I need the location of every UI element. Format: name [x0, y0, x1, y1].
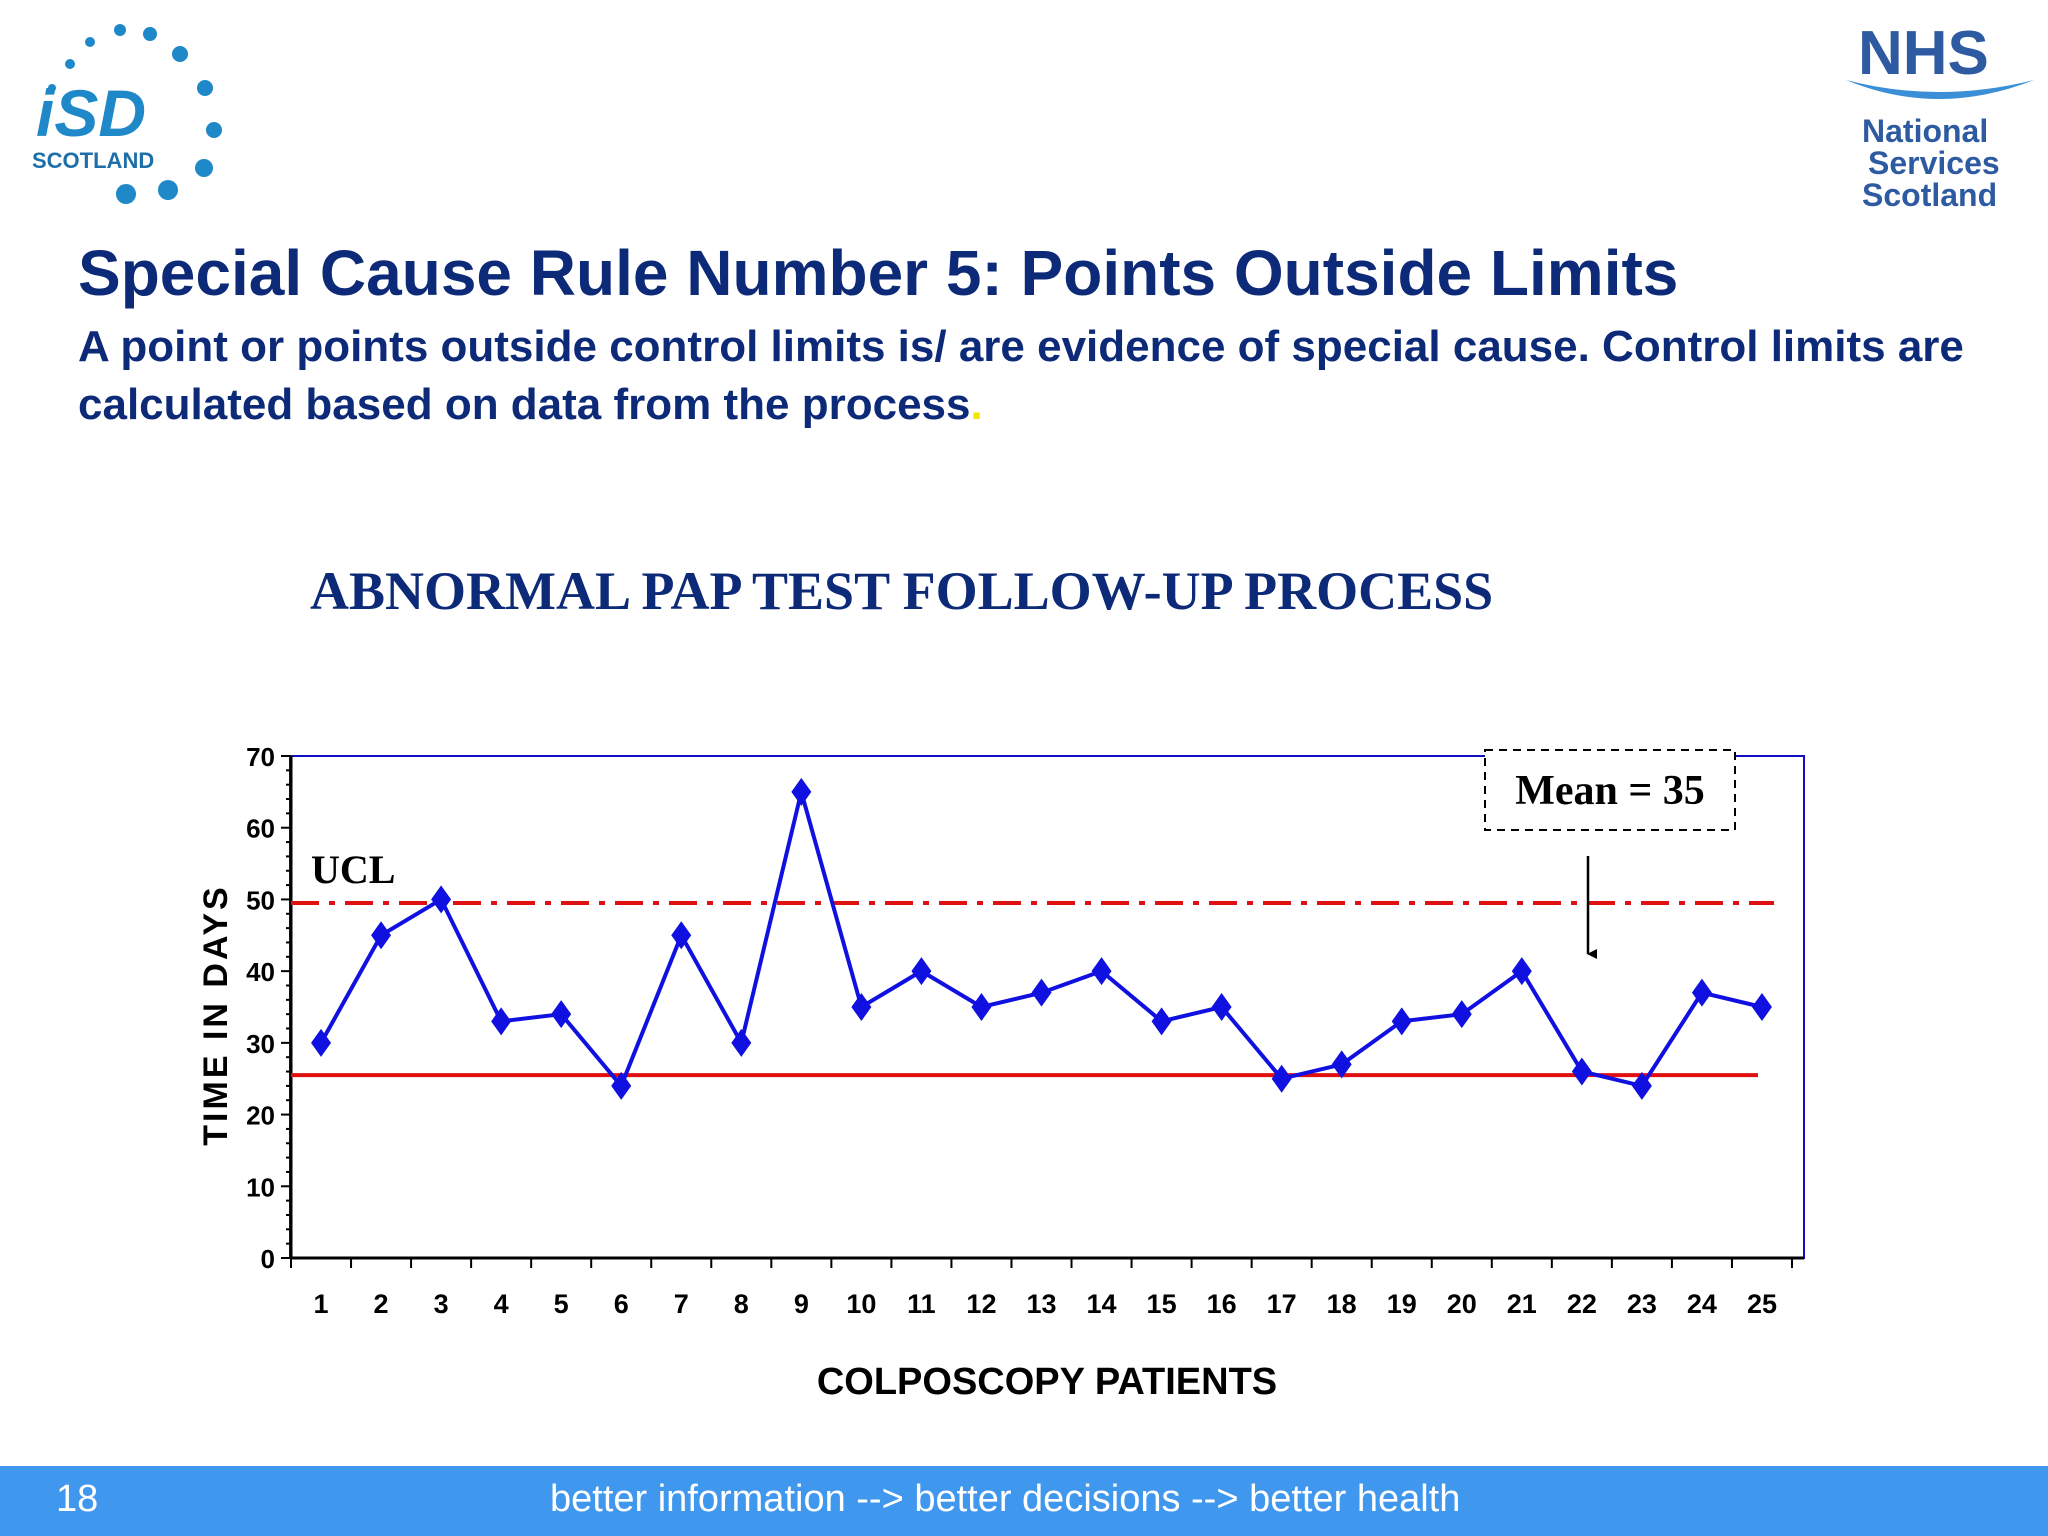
x-tick-label: 18 [1327, 1289, 1357, 1319]
x-tick-label: 22 [1567, 1289, 1597, 1319]
y-tick-label: 50 [246, 885, 275, 915]
data-point-25 [1751, 993, 1772, 1021]
data-point-24 [1691, 978, 1712, 1007]
data-point-8 [731, 1028, 752, 1057]
footer-tagline: better information --> better decisions … [550, 1478, 1461, 1520]
isd-logo-letters: iSD [36, 76, 146, 150]
y-tick-label: 30 [246, 1029, 275, 1059]
data-point-17 [1271, 1064, 1292, 1093]
x-tick-label: 7 [674, 1289, 689, 1319]
data-point-16 [1211, 993, 1232, 1021]
data-point-1 [311, 1028, 332, 1057]
x-tick-label: 5 [554, 1289, 569, 1319]
x-tick-label: 12 [966, 1289, 996, 1319]
y-tick-label: 60 [246, 814, 275, 844]
x-tick-label: 20 [1447, 1289, 1477, 1319]
ucl-label: UCL [311, 847, 395, 892]
data-point-4 [491, 1007, 512, 1036]
mean-annotation-text: Mean = 35 [1515, 768, 1705, 814]
footer-bar: 18 better information --> better decisio… [0, 1466, 2048, 1536]
x-tick-label: 16 [1207, 1289, 1237, 1319]
subtitle-end-dot: . [970, 380, 983, 429]
slide-title: Special Cause Rule Number 5: Points Outs… [78, 237, 1679, 309]
x-tick-label: 19 [1387, 1289, 1417, 1319]
data-point-5 [551, 1000, 572, 1029]
data-point-20 [1451, 1000, 1472, 1029]
data-point-11 [911, 957, 932, 986]
x-tick-label: 8 [734, 1289, 749, 1319]
isd-scotland-logo: iSD SCOTLAND [32, 24, 222, 204]
nhs-logo-line1: National [1862, 113, 1988, 149]
x-tick-label: 6 [614, 1289, 629, 1319]
x-tick-label: 1 [314, 1289, 329, 1319]
slide-number: 18 [56, 1478, 99, 1520]
nhs-logo-line3: Scotland [1862, 177, 1997, 213]
x-tick-label: 9 [794, 1289, 809, 1319]
x-tick-label: 24 [1687, 1289, 1717, 1319]
x-tick-label: 4 [494, 1289, 509, 1319]
y-axis-label: TIME IN DAYS [197, 884, 235, 1145]
x-tick-label: 21 [1507, 1289, 1537, 1319]
data-point-19 [1391, 1007, 1412, 1036]
x-tick-label: 2 [374, 1289, 389, 1319]
x-tick-label: 14 [1087, 1289, 1117, 1319]
x-tick-label: 23 [1627, 1289, 1657, 1319]
isd-logo-sub: SCOTLAND [32, 148, 154, 173]
x-tick-label: 17 [1267, 1289, 1297, 1319]
series-line [319, 783, 1763, 1090]
data-point-6 [611, 1071, 632, 1100]
data-point-7 [671, 921, 692, 950]
data-point-14 [1091, 957, 1112, 986]
data-point-10 [851, 993, 872, 1021]
x-axis-label: COLPOSCOPY PATIENTS [817, 1361, 1277, 1403]
data-point-2 [371, 921, 392, 950]
x-tick-label: 10 [846, 1289, 876, 1319]
data-point-21 [1511, 957, 1532, 986]
y-tick-label: 20 [246, 1101, 275, 1131]
x-tick-label: 15 [1147, 1289, 1177, 1319]
nhs-logo-line2: Services [1868, 145, 2000, 181]
data-point-15 [1151, 1007, 1172, 1036]
x-tick-label: 11 [907, 1289, 936, 1319]
data-point-12 [971, 993, 992, 1021]
y-tick-label: 40 [246, 957, 275, 987]
chart-title: ABNORMAL PAP TEST FOLLOW-UP PROCESS [310, 561, 1494, 621]
slide-subtitle-text: A point or points outside control limits… [78, 322, 1964, 429]
plot-area-frame [289, 755, 1805, 1259]
slide-subtitle: A point or points outside control limits… [78, 318, 1978, 434]
x-tick-label: 25 [1747, 1289, 1777, 1319]
data-point-3 [431, 885, 452, 914]
data-point-23 [1631, 1071, 1652, 1100]
data-point-22 [1571, 1057, 1592, 1086]
data-point-18 [1331, 1050, 1352, 1079]
y-tick-label: 0 [261, 1244, 275, 1274]
x-tick-label: 3 [434, 1289, 449, 1319]
data-point-13 [1031, 978, 1052, 1007]
nhs-nss-logo: NHS National Services Scotland [1846, 19, 2034, 213]
y-tick-label: 70 [246, 742, 275, 772]
x-tick-label: 13 [1026, 1289, 1056, 1319]
mean-annotation-box [1484, 749, 1736, 831]
data-point-9 [791, 777, 812, 806]
nhs-logo-text: NHS [1858, 19, 1989, 88]
y-tick-label: 10 [246, 1172, 275, 1202]
